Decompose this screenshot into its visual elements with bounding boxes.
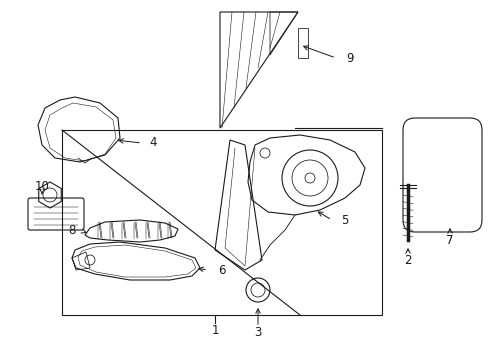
Text: 2: 2 — [404, 253, 411, 266]
Text: 5: 5 — [341, 213, 348, 226]
Text: 8: 8 — [68, 225, 76, 238]
Text: 6: 6 — [218, 264, 225, 276]
Text: 10: 10 — [35, 180, 49, 193]
Text: 3: 3 — [254, 325, 261, 338]
Bar — [62, 130, 381, 315]
Text: 1: 1 — [211, 324, 218, 338]
Bar — [297, 28, 307, 58]
Text: 4: 4 — [149, 136, 157, 149]
Text: 9: 9 — [346, 51, 353, 64]
Text: 7: 7 — [446, 234, 453, 247]
